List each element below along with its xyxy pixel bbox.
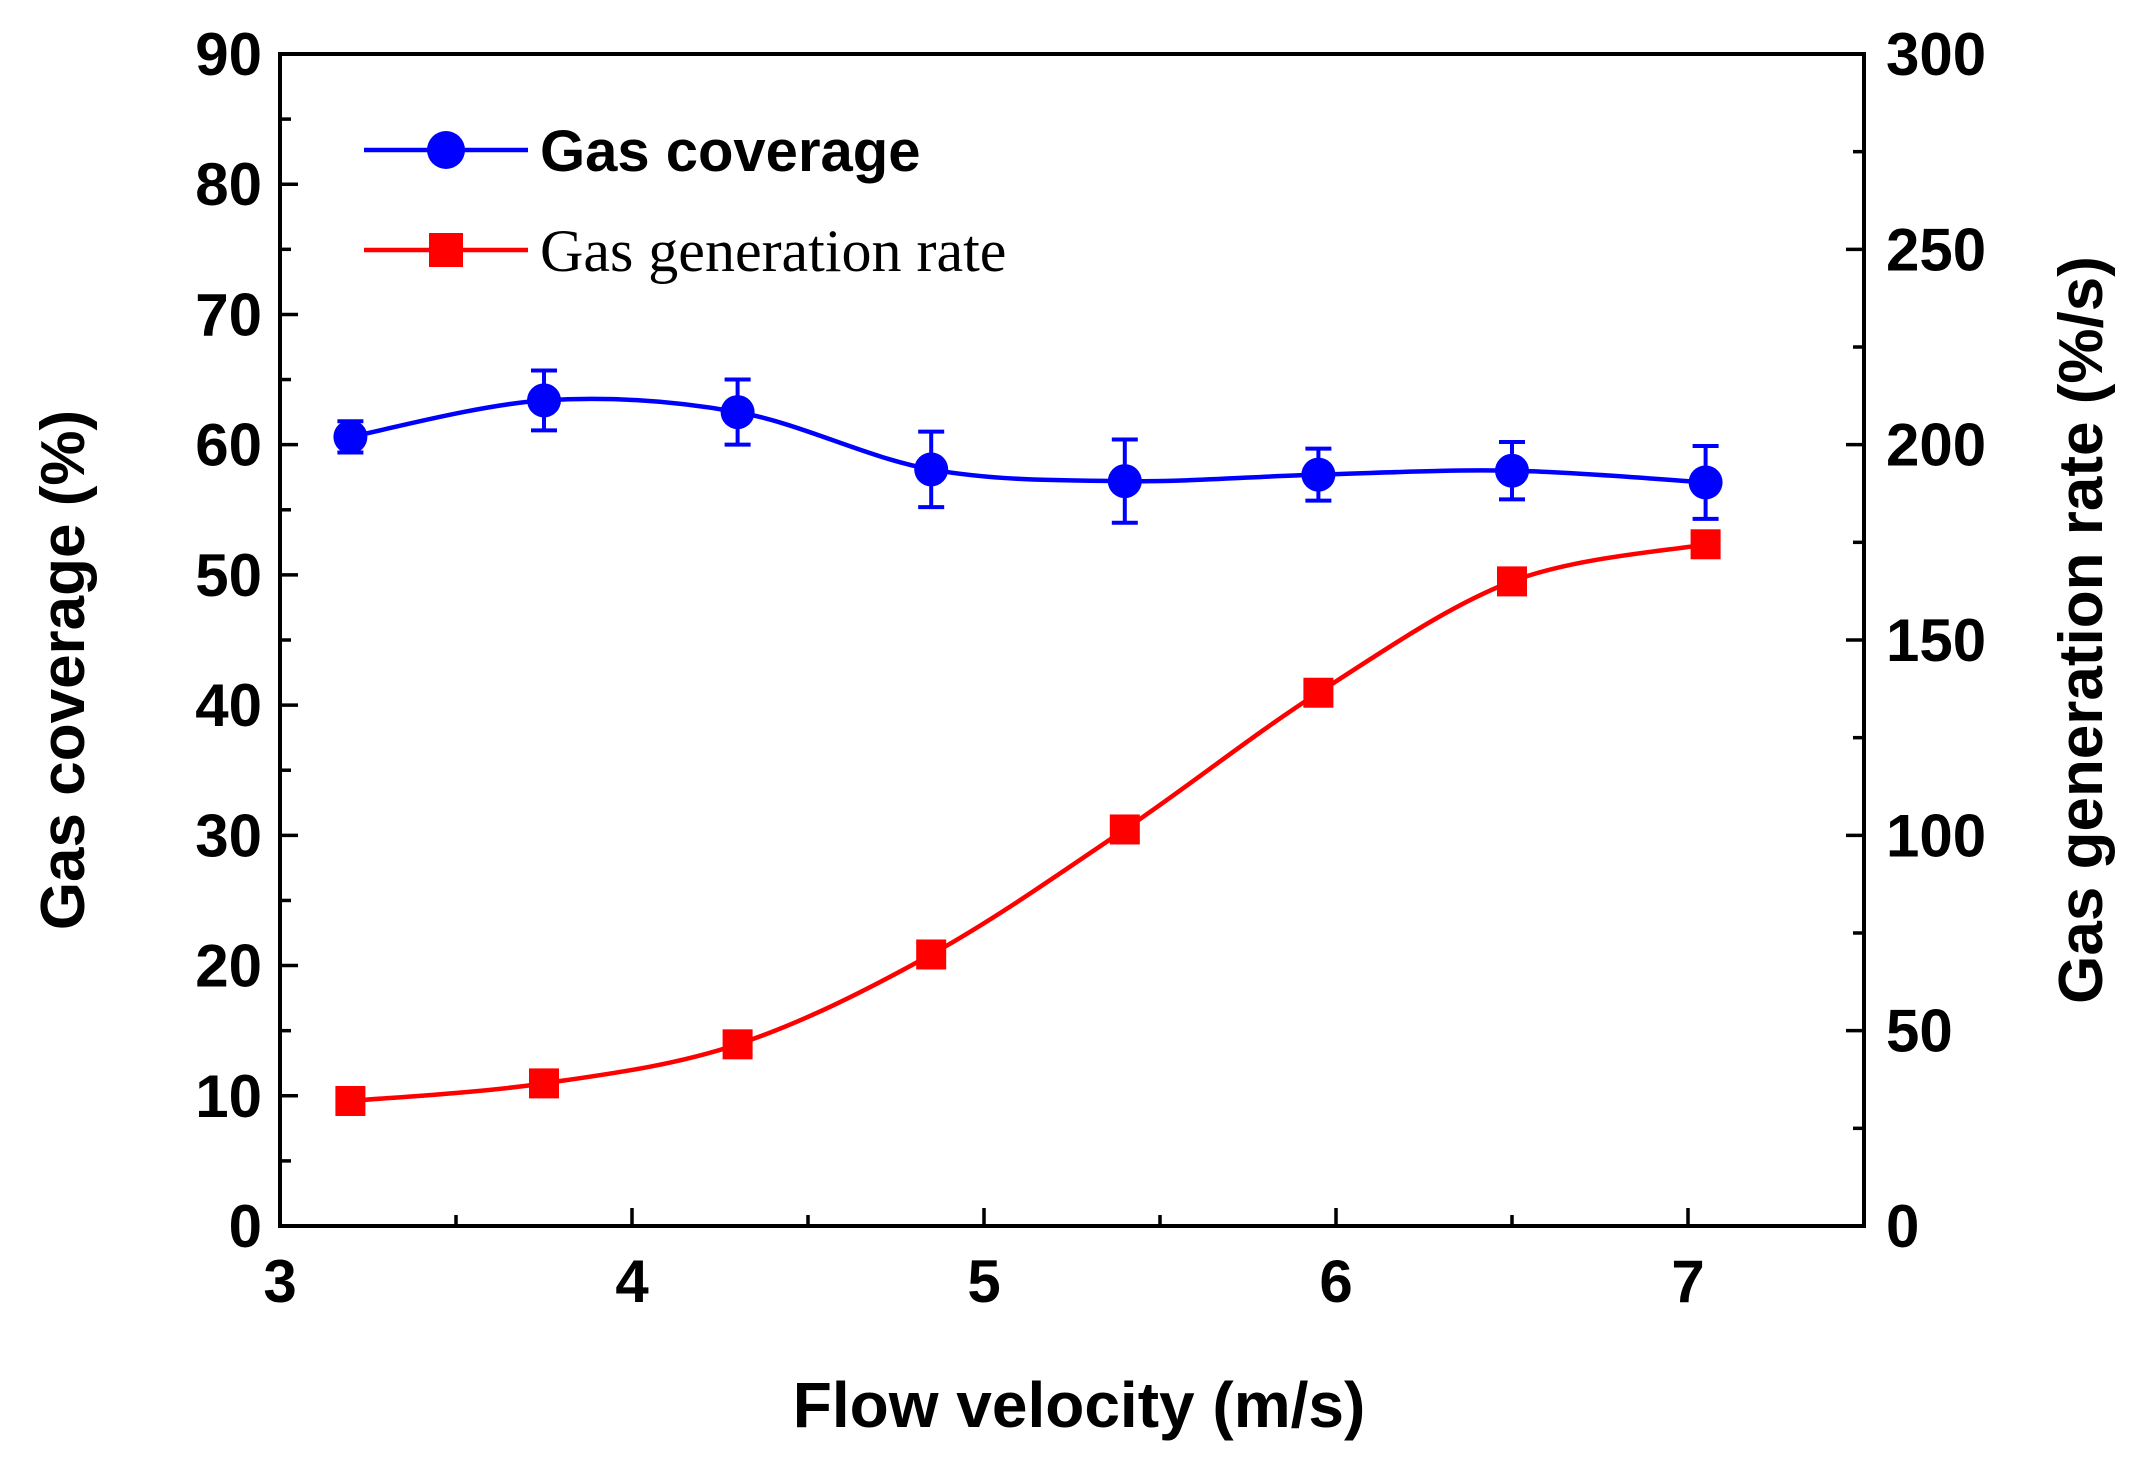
y-left-tick-label: 50 bbox=[195, 542, 262, 609]
data-point bbox=[914, 452, 949, 487]
data-point bbox=[1495, 453, 1529, 488]
legend: Gas coverage Gas generation rate bbox=[364, 119, 1006, 284]
data-point bbox=[333, 419, 368, 454]
y-left-axis-label: Gas coverage (%) bbox=[29, 410, 98, 930]
series-gas-generation-rate bbox=[335, 529, 1721, 1116]
plot-border bbox=[278, 52, 1866, 1228]
y-left-tick-label: 20 bbox=[195, 933, 262, 1000]
x-tick-label: 6 bbox=[1319, 1248, 1352, 1315]
data-point bbox=[335, 1085, 366, 1116]
x-tick-label: 3 bbox=[263, 1248, 296, 1315]
y-left-tick-label: 40 bbox=[195, 672, 262, 739]
y-left-tick-label: 70 bbox=[195, 281, 262, 348]
data-point bbox=[1497, 566, 1527, 597]
x-tick-label: 4 bbox=[615, 1248, 649, 1315]
y-right-tick-label: 0 bbox=[1886, 1193, 1919, 1260]
y-left-tick-label: 0 bbox=[229, 1193, 262, 1260]
x-axis-label: Flow velocity (m/s) bbox=[793, 1369, 1366, 1441]
y-right-tick-label: 200 bbox=[1886, 412, 1986, 479]
x-tick-label: 5 bbox=[967, 1248, 1000, 1315]
data-point bbox=[527, 383, 561, 418]
y-right-tick-label: 300 bbox=[1886, 21, 1986, 88]
y-right-axis-label: Gas generation rate (%/s) bbox=[2047, 256, 2116, 1004]
x-tick-label: 7 bbox=[1671, 1248, 1704, 1315]
y-left-tick-label: 30 bbox=[195, 802, 262, 869]
y-left-tick-label: 80 bbox=[195, 151, 262, 218]
data-point bbox=[1690, 529, 1721, 560]
legend-marker bbox=[429, 233, 463, 267]
data-point bbox=[1688, 465, 1723, 500]
y-left-axis: 0 10 20 30 40 50 60 70 80 90 bbox=[195, 21, 298, 1260]
data-point bbox=[916, 939, 947, 970]
data-point bbox=[1303, 677, 1334, 708]
plot-frame bbox=[278, 52, 1866, 1228]
data-point bbox=[720, 395, 755, 430]
y-right-tick-label: 250 bbox=[1886, 216, 1986, 283]
y-left-tick-label: 90 bbox=[195, 21, 262, 88]
y-right-tick-label: 50 bbox=[1886, 998, 1953, 1065]
legend-marker bbox=[427, 131, 465, 169]
series-layer bbox=[333, 368, 1723, 1116]
legend-item: Gas generation rate bbox=[364, 218, 1006, 284]
y-right-tick-label: 150 bbox=[1886, 607, 1986, 674]
data-point bbox=[1301, 457, 1336, 492]
data-point bbox=[1107, 464, 1142, 499]
data-point bbox=[722, 1029, 753, 1060]
legend-item: Gas coverage bbox=[364, 119, 920, 184]
y-left-tick-label: 60 bbox=[195, 412, 262, 479]
data-point bbox=[529, 1068, 559, 1099]
series-line bbox=[350, 542, 1707, 1104]
y-left-tick-label: 10 bbox=[195, 1063, 262, 1130]
y-right-tick-label: 100 bbox=[1886, 802, 1986, 869]
series-gas-coverage bbox=[333, 368, 1723, 525]
y-right-axis: 0 50 100 150 200 250 300 bbox=[1846, 21, 1986, 1260]
data-point bbox=[1109, 814, 1140, 845]
legend-label: Gas generation rate bbox=[540, 218, 1006, 284]
legend-label: Gas coverage bbox=[540, 119, 920, 184]
x-axis: 3 4 5 6 7 bbox=[263, 1208, 1866, 1315]
